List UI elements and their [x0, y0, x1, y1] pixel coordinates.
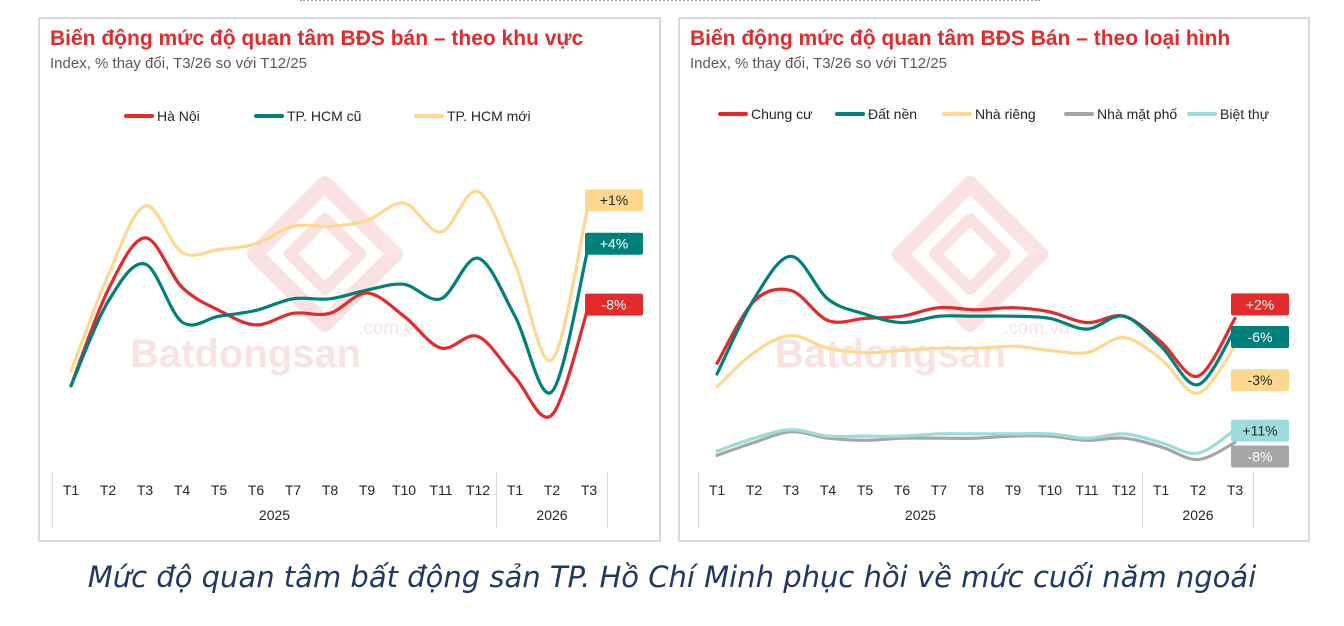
series-line: [715, 287, 1237, 378]
line-chart-by-region: Batdongsan.com.vn Hà Nội TP. HCM cũ TP. HCM…: [52, 108, 643, 528]
legend-label: Chung cư: [751, 106, 813, 122]
end-value-text: +1%: [600, 192, 628, 208]
legend-label: TP. HCM mới: [447, 108, 531, 124]
chart-panel-by-type: Biến động mức độ quan tâm BĐS Bán – theo…: [678, 17, 1310, 542]
line-chart-by-type: Batdongsan.com.vn Chung cư Đất nền Nhà riên…: [698, 106, 1289, 528]
end-value-label: +2%: [1231, 293, 1289, 316]
x-axis: 2025 2026 T1 T2 T3 T4 T5 T6 T7 T8 T9 T10 T11 T12 T1 T2 T…: [698, 472, 1254, 528]
x-tick-label: T1: [507, 482, 524, 498]
series-line: [69, 236, 591, 419]
series-line: [715, 427, 1237, 456]
x-tick-label: T10: [1038, 482, 1062, 498]
x-axis: 2025 2026 T1 T2 T3 T4 T5 T6 T7 T8 T9 T10 T11 T12 T1 T2 T…: [52, 472, 608, 528]
year-group-label: 2025: [259, 507, 290, 523]
end-value-label: +4%: [585, 232, 643, 255]
end-value-text: +11%: [1242, 423, 1277, 439]
end-value-label: -8%: [1231, 445, 1289, 468]
x-tick-label: T9: [1005, 482, 1022, 498]
end-value-label: -3%: [1231, 369, 1289, 392]
x-tick-label: T2: [746, 482, 763, 498]
legend-label: Nhà riêng: [975, 106, 1036, 122]
x-tick-label: T6: [894, 482, 911, 498]
x-tick-label: T9: [359, 482, 376, 498]
year-group-label: 2025: [905, 507, 936, 523]
x-tick-label: T11: [429, 482, 452, 498]
svg-text:.com.vn: .com.vn: [358, 318, 425, 339]
end-value-label: -6%: [1231, 326, 1289, 349]
end-value-text: -8%: [602, 297, 627, 313]
svg-text:Batdongsan: Batdongsan: [130, 332, 361, 376]
legend-item: Chung cư: [718, 106, 813, 122]
chart-legend: Chung cư Đất nền Nhà riêng Nhà mặt phố Biệt …: [718, 106, 1269, 122]
series-line: [715, 333, 1237, 395]
legend-item: Nhà riêng: [942, 106, 1036, 122]
x-tick-label: T4: [174, 482, 191, 498]
series-line: [715, 430, 1237, 462]
legend-label: TP. HCM cũ: [287, 108, 361, 124]
legend-item: Đất nền: [835, 106, 917, 122]
x-tick-label: T1: [63, 482, 80, 498]
end-value-label: +1%: [585, 189, 643, 212]
legend-label: Nhà mặt phố: [1097, 106, 1177, 122]
end-value-text: -3%: [1248, 372, 1273, 388]
legend-item: TP. HCM mới: [414, 108, 531, 124]
chart-legend: Hà Nội TP. HCM cũ TP. HCM mới: [124, 108, 531, 124]
figure-caption: Mức độ quan tâm bất động sản TP. Hồ Chí …: [87, 560, 1257, 594]
legend-item: Hà Nội: [124, 108, 200, 124]
chart-subtitle: Index, % thay đổi, T3/26 so với T12/25: [50, 55, 307, 72]
chart-title: Biến động mức độ quan tâm BĐS bán – theo…: [50, 27, 584, 50]
svg-text:Batdongsan: Batdongsan: [775, 332, 1006, 376]
svg-text:.com.vn: .com.vn: [1003, 318, 1070, 339]
x-tick-label: T2: [100, 482, 117, 498]
end-value-text: -6%: [1248, 329, 1273, 345]
x-tick-label: T6: [248, 482, 265, 498]
x-tick-label: T12: [466, 482, 490, 498]
series-line: [715, 254, 1237, 387]
x-tick-label: T7: [285, 482, 302, 498]
watermark-logo-icon: Batdongsan.com.vn: [775, 176, 1070, 376]
chart-panel-by-region: Biến động mức độ quan tâm BĐS bán – theo…: [38, 17, 661, 542]
chart-subtitle: Index, % thay đổi, T3/26 so với T12/25: [690, 55, 947, 72]
x-tick-label: T5: [857, 482, 874, 498]
x-tick-label: T8: [968, 482, 985, 498]
end-value-label: -8%: [585, 293, 643, 316]
x-tick-label: T8: [322, 482, 339, 498]
x-tick-label: T3: [581, 482, 598, 498]
x-tick-label: T2: [544, 482, 561, 498]
end-value-text: +4%: [600, 236, 628, 252]
legend-item: Nhà mặt phố: [1064, 106, 1177, 122]
x-tick-label: T1: [709, 482, 726, 498]
year-group-label: 2026: [1182, 507, 1213, 523]
series-line: [69, 242, 591, 395]
x-tick-label: T3: [137, 482, 154, 498]
x-tick-label: T3: [1227, 482, 1244, 498]
x-tick-label: T5: [211, 482, 228, 498]
legend-item: TP. HCM cũ: [254, 108, 361, 124]
top-edge-strip: [300, 0, 1040, 6]
end-value-text: -8%: [1248, 448, 1273, 464]
watermark-logo-icon: Batdongsan.com.vn: [130, 176, 425, 376]
legend-label: Hà Nội: [157, 108, 200, 124]
year-group-label: 2026: [536, 507, 567, 523]
x-tick-label: T12: [1112, 482, 1136, 498]
chart-title: Biến động mức độ quan tâm BĐS Bán – theo…: [690, 27, 1231, 50]
legend-label: Biệt thự: [1220, 106, 1269, 122]
legend-label: Đất nền: [868, 106, 917, 122]
end-value-label: +11%: [1231, 419, 1289, 442]
legend-item: Biệt thự: [1187, 106, 1269, 122]
x-tick-label: T4: [820, 482, 837, 498]
x-tick-label: T1: [1153, 482, 1170, 498]
x-tick-label: T2: [1190, 482, 1207, 498]
end-value-text: +2%: [1246, 296, 1274, 312]
x-tick-label: T7: [931, 482, 948, 498]
x-tick-label: T3: [783, 482, 800, 498]
x-tick-label: T10: [392, 482, 416, 498]
x-tick-label: T11: [1075, 482, 1098, 498]
series-line: [69, 189, 591, 373]
